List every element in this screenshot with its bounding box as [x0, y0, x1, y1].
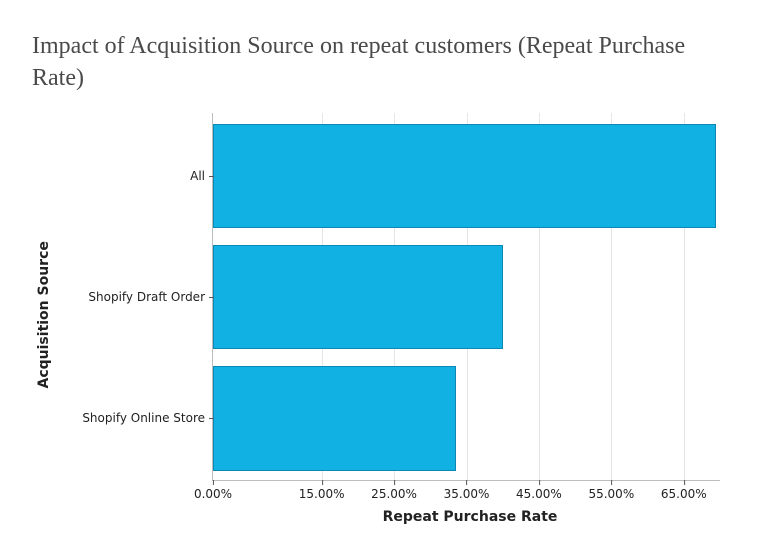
x-tick-label: 55.00% [588, 480, 634, 501]
x-tick-label: 0.00% [194, 480, 232, 501]
x-tick-label: 35.00% [444, 480, 490, 501]
x-tick-label: 25.00% [371, 480, 417, 501]
bar [213, 366, 456, 471]
x-tick-label: 15.00% [299, 480, 345, 501]
y-tick-label: Shopify Draft Order [88, 290, 213, 304]
y-axis-label: Acquisition Source [36, 241, 52, 388]
chart-area: Acquisition Source 0.00%15.00%25.00%35.0… [62, 113, 728, 523]
x-tick-label: 65.00% [661, 480, 707, 501]
x-tick-label: 45.00% [516, 480, 562, 501]
y-tick-label: Shopify Online Store [82, 411, 213, 425]
x-axis-label: Repeat Purchase Rate [62, 509, 728, 525]
chart-title: Impact of Acquisition Source on repeat c… [32, 30, 728, 95]
plot-region: 0.00%15.00%25.00%35.00%45.00%55.00%65.00… [212, 113, 720, 481]
bar [213, 245, 503, 350]
y-tick-label: All [190, 169, 213, 183]
chart-card: Impact of Acquisition Source on repeat c… [0, 0, 760, 555]
bar [213, 124, 716, 229]
